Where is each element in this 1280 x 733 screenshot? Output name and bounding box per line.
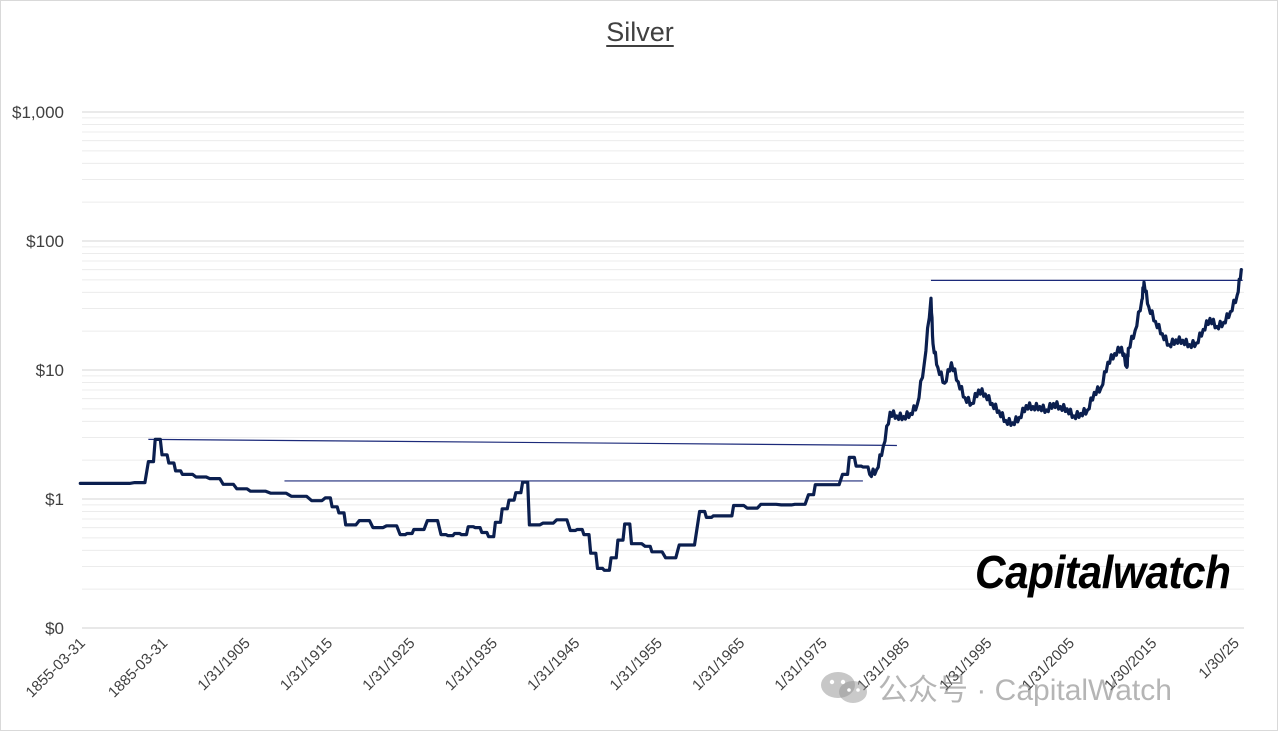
chart-title: Silver — [606, 17, 674, 47]
reference-line — [148, 438, 897, 447]
x-tick-label: 1/30/2015 — [1101, 635, 1160, 694]
gridlines — [82, 111, 1244, 629]
series-layer — [78, 268, 1243, 572]
x-tick-label: 1/31/1985 — [854, 635, 913, 694]
silver-price-line — [78, 268, 1243, 572]
x-tick-label: 1/31/2005 — [1019, 635, 1078, 694]
reference-lines — [148, 279, 1243, 482]
x-axis-tick-labels: 1855-03-31 1885-03-31 1/31/1905 1/31/1915 1/… — [23, 635, 1243, 701]
x-tick-label: 1/31/1965 — [689, 635, 748, 694]
x-tick-label: 1/31/1925 — [359, 635, 418, 694]
y-tick-label: $1,000 — [12, 103, 64, 122]
x-tick-label: 1/31/1945 — [524, 635, 583, 694]
x-tick-label: 1855-03-31 — [23, 635, 89, 701]
x-tick-label: 1/31/1955 — [607, 635, 666, 694]
x-tick-label: 1/31/1935 — [442, 635, 501, 694]
x-tick-label: 1/31/1995 — [936, 635, 995, 694]
x-tick-label: 1/31/1975 — [771, 635, 830, 694]
y-axis-tick-labels: $1,000 $100 $10 $1 $0 — [12, 103, 64, 638]
capitalwatch-logo: Capitalwatch — [975, 546, 1231, 598]
y-tick-label: $100 — [26, 232, 64, 251]
x-tick-label: 1/31/1905 — [194, 635, 253, 694]
x-tick-label: 1/31/1915 — [277, 635, 336, 694]
y-tick-label: $1 — [45, 490, 64, 509]
x-tick-label: 1885-03-31 — [105, 635, 171, 701]
y-tick-label: $10 — [36, 361, 64, 380]
y-tick-label: $0 — [45, 619, 64, 638]
x-tick-label: 1/30/25 — [1195, 635, 1242, 682]
